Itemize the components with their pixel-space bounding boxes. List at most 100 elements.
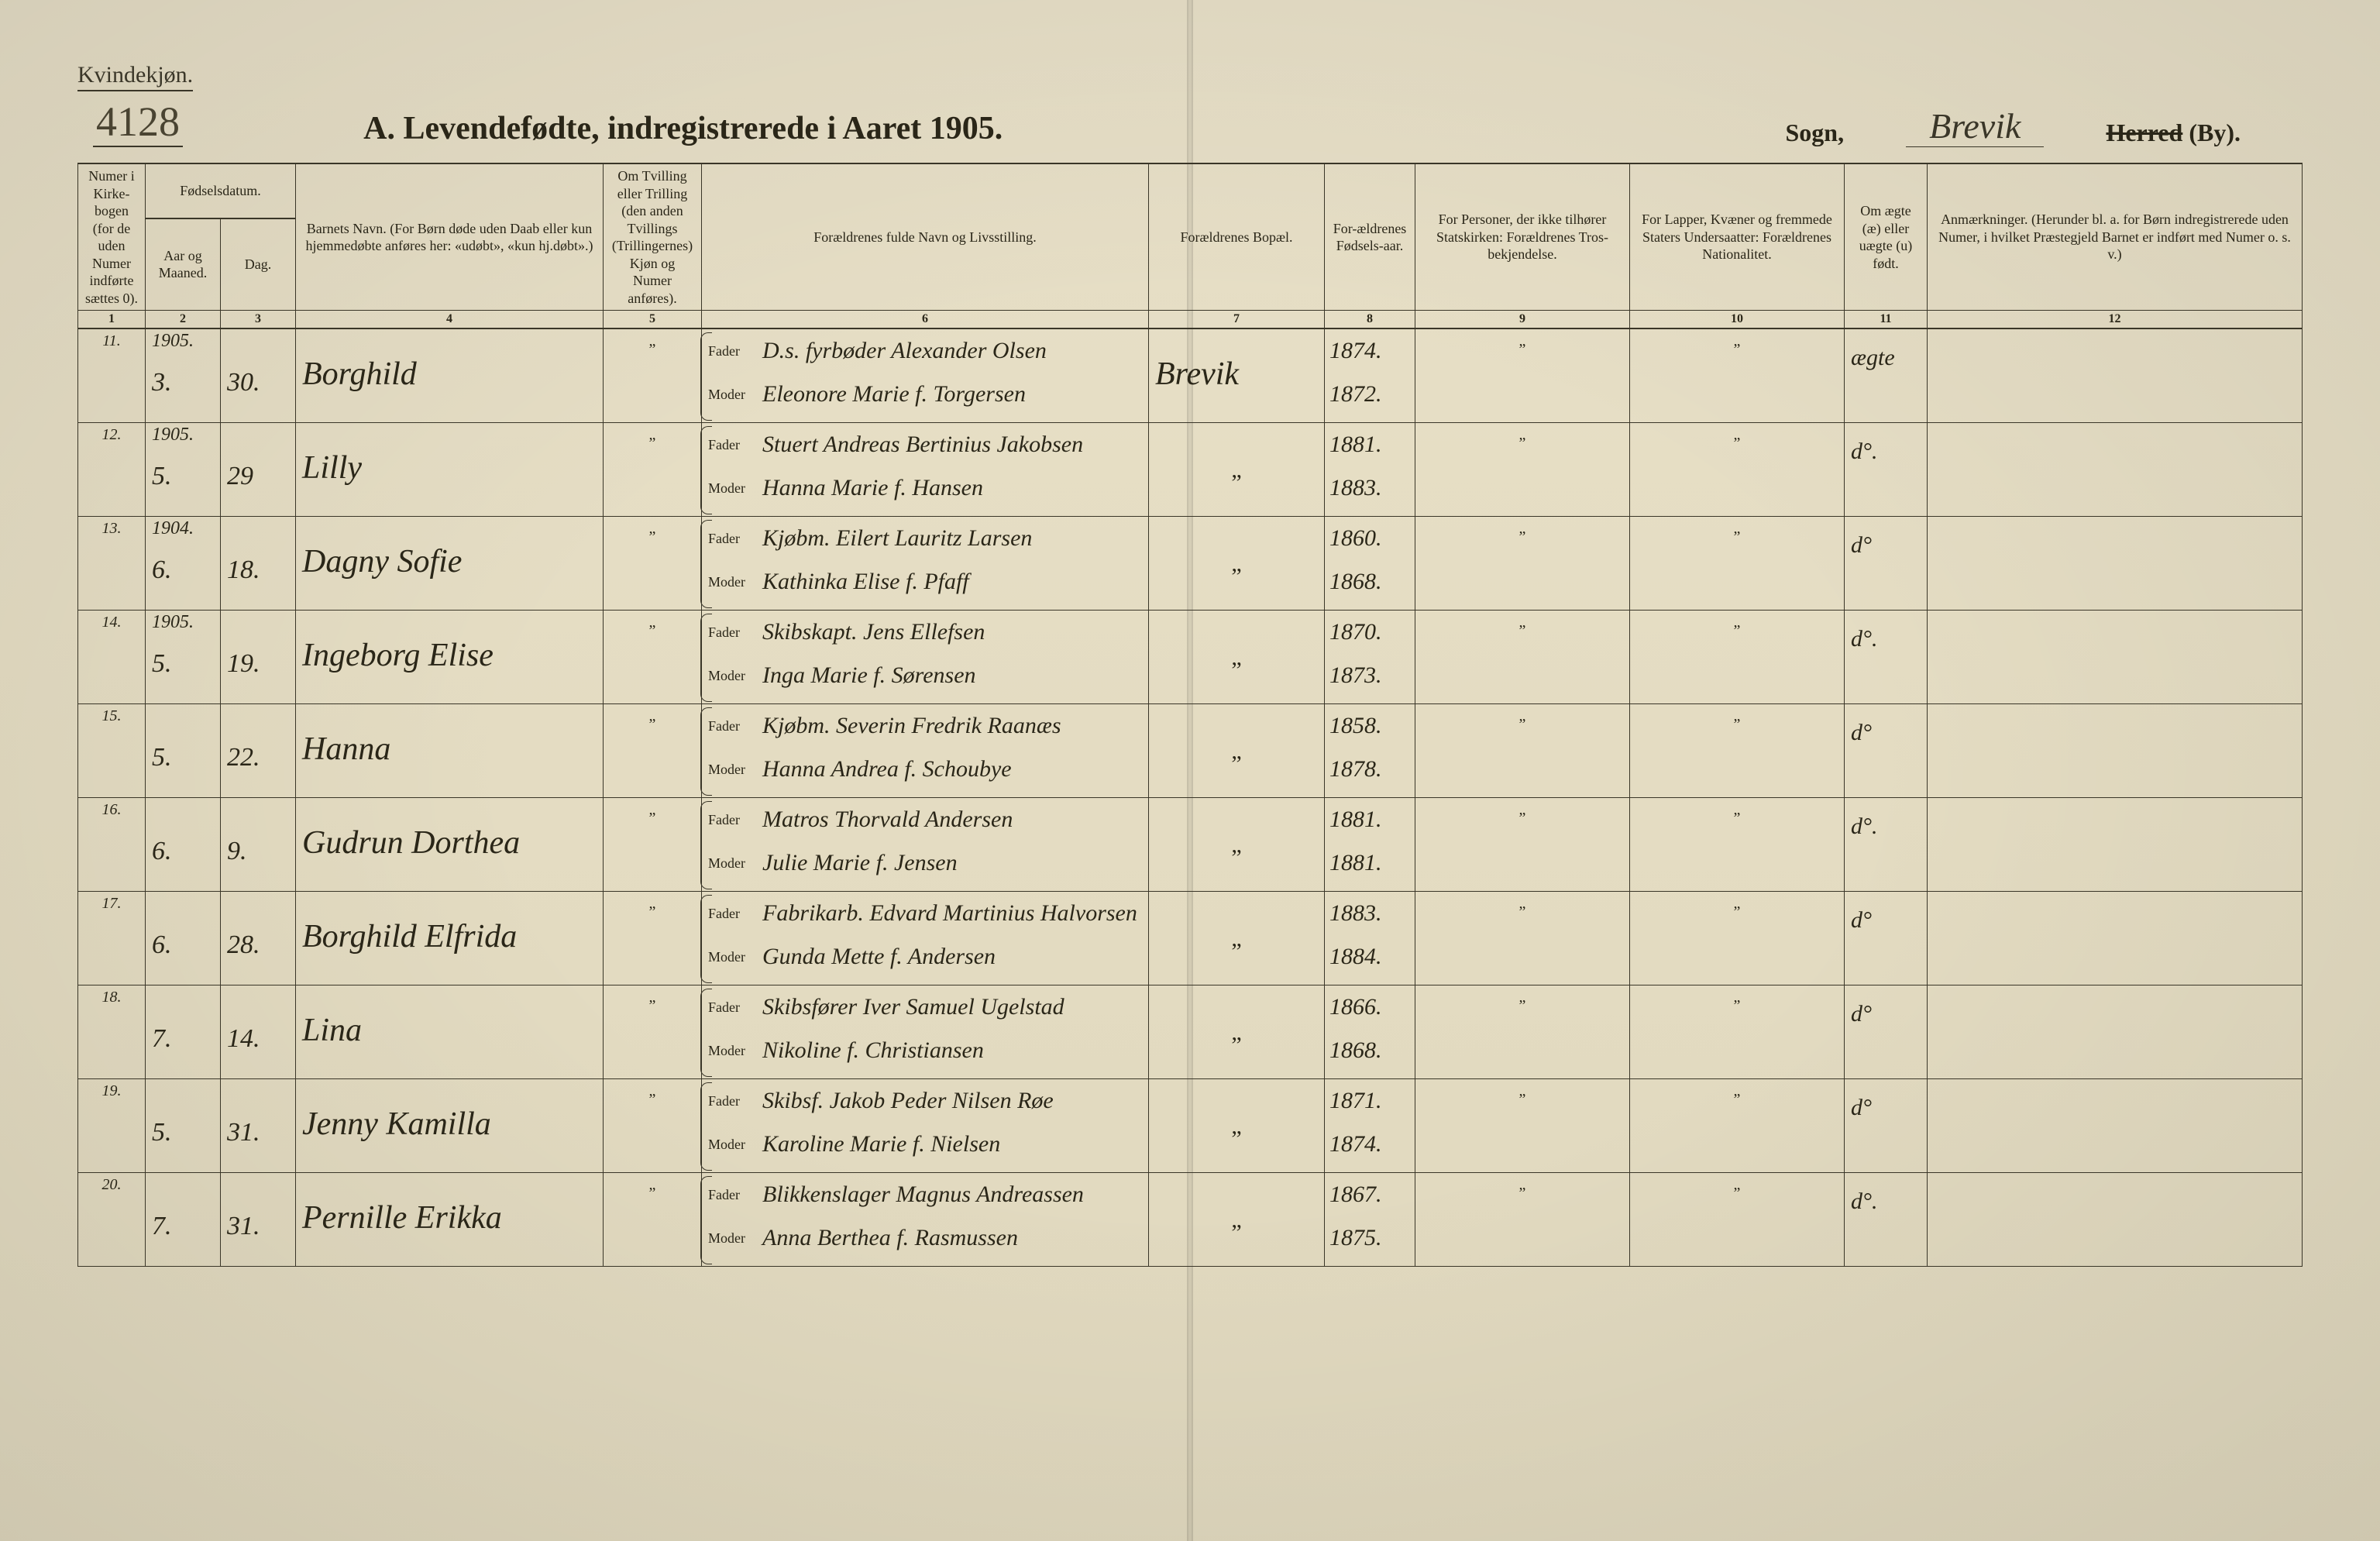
mother-name: Julie Marie f. Jensen bbox=[762, 850, 958, 876]
parents-cell: Fader Skibsfører Iver Samuel Ugelstad Mo… bbox=[702, 985, 1149, 1079]
twin-cell: „ bbox=[604, 517, 702, 611]
residence: „ bbox=[1155, 1176, 1318, 1233]
sogn-group: Sogn, Brevik Herred (By). bbox=[1786, 105, 2303, 147]
col-header-4: Barnets Navn. (For Børn døde uden Daab e… bbox=[296, 163, 604, 311]
entry-number: 18. bbox=[78, 985, 146, 1079]
table-row: 15. 5. 22. Hanna „ Fader Kjøbm. Severin … bbox=[78, 704, 2303, 798]
birth-year: 1905. bbox=[152, 331, 194, 352]
table-row: 16. 6. 9. Gudrun Dorthea „ Fader Matros … bbox=[78, 798, 2303, 892]
father-label: Fader bbox=[708, 624, 751, 641]
father-line: Fader Fabrikarb. Edvard Martinius Halvor… bbox=[702, 892, 1148, 935]
colnum-6: 6 bbox=[702, 311, 1149, 329]
legitimacy-cell: d° bbox=[1845, 1079, 1928, 1173]
entry-number: 15. bbox=[78, 704, 146, 798]
legitimacy: d° bbox=[1851, 520, 1921, 559]
legitimacy: d° bbox=[1851, 989, 1921, 1027]
mother-label: Moder bbox=[708, 949, 751, 965]
birth-month-cell: 6. bbox=[146, 798, 221, 892]
religion-cell: „ bbox=[1415, 1079, 1630, 1173]
residence: „ bbox=[1155, 1082, 1318, 1140]
catalog-number: 4128 bbox=[93, 98, 183, 147]
residence: „ bbox=[1155, 426, 1318, 483]
birth-day: 29 bbox=[227, 426, 289, 491]
child-name-cell: Gudrun Dorthea bbox=[296, 798, 604, 892]
table-body: 11. 1905. 3. 30. Borghild „ Fader D.s. f… bbox=[78, 328, 2303, 1267]
religion-cell: „ bbox=[1415, 1173, 1630, 1267]
twin-cell: „ bbox=[604, 328, 702, 423]
residence: „ bbox=[1155, 707, 1318, 765]
mother-name: Inga Marie f. Sørensen bbox=[762, 662, 976, 689]
child-name-cell: Borghild Elfrida bbox=[296, 892, 604, 985]
father-line: Fader Blikkenslager Magnus Andreassen bbox=[702, 1173, 1148, 1216]
father-name: Skibsf. Jakob Peder Nilsen Røe bbox=[762, 1088, 1054, 1114]
herred-label: Herred (By). bbox=[2106, 119, 2241, 147]
mother-line: Moder Julie Marie f. Jensen bbox=[702, 841, 1148, 885]
legitimacy: d°. bbox=[1851, 614, 1921, 652]
birth-month-cell: 5. bbox=[146, 1079, 221, 1173]
child-name: Lilly bbox=[302, 426, 597, 487]
mother-name: Hanna Andrea f. Schoubye bbox=[762, 756, 1012, 783]
father-name: Kjøbm. Severin Fredrik Raanæs bbox=[762, 713, 1061, 739]
legitimacy: d° bbox=[1851, 707, 1921, 746]
legitimacy-cell: d°. bbox=[1845, 423, 1928, 517]
father-line: Fader Kjøbm. Severin Fredrik Raanæs bbox=[702, 704, 1148, 748]
residence: Brevik bbox=[1155, 332, 1318, 393]
mother-line: Moder Hanna Andrea f. Schoubye bbox=[702, 748, 1148, 791]
bracket-icon bbox=[700, 332, 712, 421]
colnum-5: 5 bbox=[604, 311, 702, 329]
residence-cell: „ bbox=[1149, 611, 1325, 704]
father-line: Fader D.s. fyrbøder Alexander Olsen bbox=[702, 329, 1148, 373]
religion-cell: „ bbox=[1415, 704, 1630, 798]
entry-number: 16. bbox=[78, 798, 146, 892]
father-name: Stuert Andreas Bertinius Jakobsen bbox=[762, 432, 1083, 458]
mother-birth-year: 1875. bbox=[1325, 1216, 1415, 1260]
colnum-1: 1 bbox=[78, 311, 146, 329]
col-header-10: For Lapper, Kvæner og fremmede Staters U… bbox=[1630, 163, 1845, 311]
child-name-cell: Borghild bbox=[296, 328, 604, 423]
register-table: Numer i Kirke-bogen (for de uden Numer i… bbox=[77, 163, 2303, 1267]
nationality-cell: „ bbox=[1630, 704, 1845, 798]
legitimacy-cell: d°. bbox=[1845, 611, 1928, 704]
mother-label: Moder bbox=[708, 668, 751, 684]
child-name: Gudrun Dorthea bbox=[302, 801, 597, 862]
birth-day-cell: 29 bbox=[221, 423, 296, 517]
birth-day-cell: 22. bbox=[221, 704, 296, 798]
residence-cell: „ bbox=[1149, 704, 1325, 798]
birth-day: 14. bbox=[227, 989, 289, 1054]
page-header: Kvindekjøn. 4128 A. Levendefødte, indreg… bbox=[77, 62, 2303, 147]
birth-day-cell: 18. bbox=[221, 517, 296, 611]
col-header-2: Aar og Maaned. bbox=[146, 218, 221, 311]
father-birth-year: 1858. bbox=[1325, 704, 1415, 748]
twin-cell: „ bbox=[604, 1173, 702, 1267]
religion-cell: „ bbox=[1415, 611, 1630, 704]
mother-line: Moder Anna Berthea f. Rasmussen bbox=[702, 1216, 1148, 1260]
father-line: Fader Kjøbm. Eilert Lauritz Larsen bbox=[702, 517, 1148, 560]
father-birth-year: 1874. bbox=[1325, 329, 1415, 373]
father-birth-year: 1881. bbox=[1325, 423, 1415, 466]
remarks-cell bbox=[1928, 1079, 2303, 1173]
mother-label: Moder bbox=[708, 387, 751, 403]
father-label: Fader bbox=[708, 1187, 751, 1203]
birth-month-cell: 6. bbox=[146, 892, 221, 985]
table-row: 19. 5. 31. Jenny Kamilla „ Fader Skibsf.… bbox=[78, 1079, 2303, 1173]
colnum-2: 2 bbox=[146, 311, 221, 329]
father-line: Fader Skibsf. Jakob Peder Nilsen Røe bbox=[702, 1079, 1148, 1123]
father-birth-year: 1860. bbox=[1325, 517, 1415, 560]
birth-day-cell: 31. bbox=[221, 1173, 296, 1267]
nationality-cell: „ bbox=[1630, 328, 1845, 423]
col-header-11: Om ægte (æ) eller uægte (u) født. bbox=[1845, 163, 1928, 311]
column-number-row: 1 2 3 4 5 6 7 8 9 10 11 12 bbox=[78, 311, 2303, 329]
bracket-icon bbox=[700, 801, 712, 889]
mother-name: Eleonore Marie f. Torgersen bbox=[762, 381, 1026, 408]
birth-month-cell: 1905. 3. bbox=[146, 328, 221, 423]
mother-label: Moder bbox=[708, 762, 751, 778]
col-header-7: Forældrenes Bopæl. bbox=[1149, 163, 1325, 311]
remarks-cell bbox=[1928, 704, 2303, 798]
birth-day-cell: 9. bbox=[221, 798, 296, 892]
parent-years-cell: 1883. 1884. bbox=[1325, 892, 1415, 985]
herred-strike: Herred bbox=[2106, 119, 2182, 146]
colnum-4: 4 bbox=[296, 311, 604, 329]
birth-day: 31. bbox=[227, 1082, 289, 1147]
bracket-icon bbox=[700, 707, 712, 796]
mother-birth-year: 1874. bbox=[1325, 1123, 1415, 1166]
